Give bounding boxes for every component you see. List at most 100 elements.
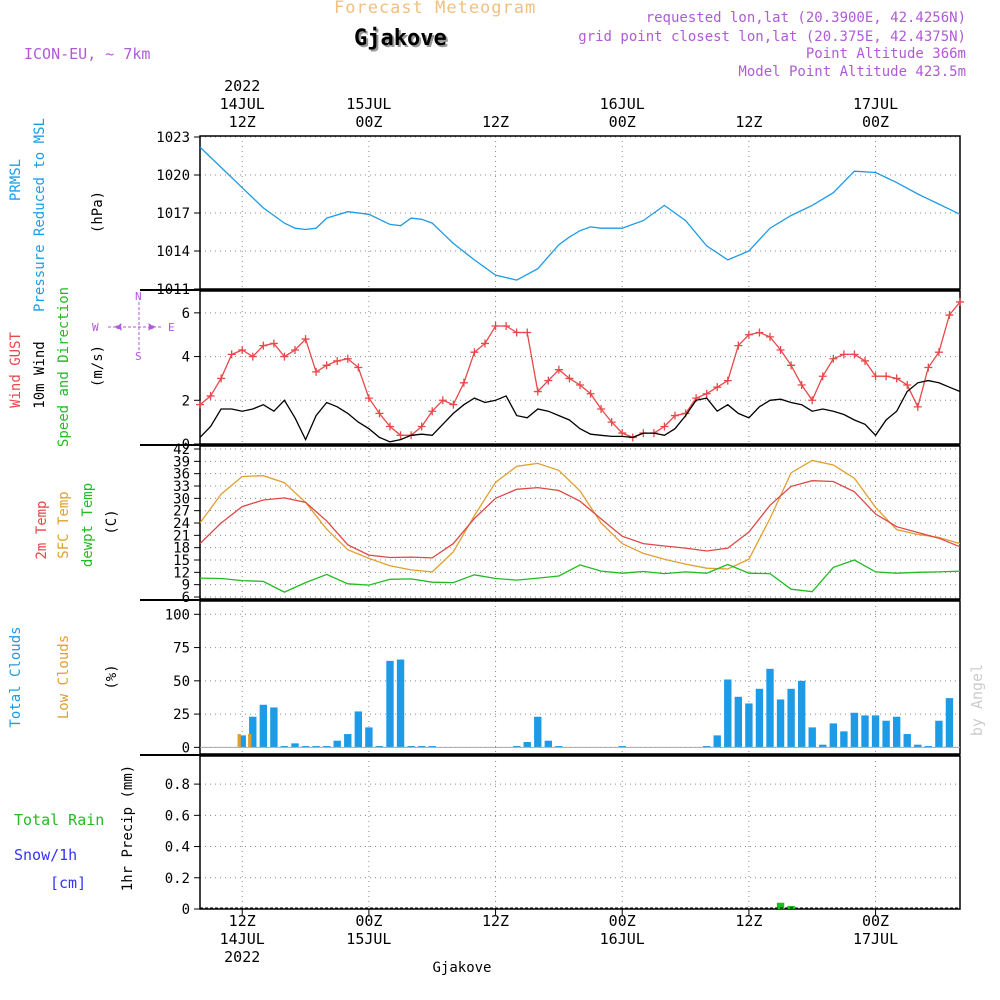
- compass-north: N: [135, 290, 142, 303]
- total-clouds-bar: [544, 740, 553, 748]
- rain-bar: [787, 905, 795, 909]
- gust-point-marker: [502, 321, 511, 330]
- y-tick-label: 30: [173, 491, 190, 507]
- top-hour-label: 00Z: [355, 113, 382, 131]
- total-rain-label: Total Rain: [14, 811, 104, 829]
- bottom-time-label: 12Z: [482, 912, 509, 930]
- wind-series-line: [199, 379, 961, 443]
- total-clouds-bar: [375, 746, 384, 748]
- total-clouds-bar: [259, 704, 268, 748]
- gust-point-marker: [312, 367, 321, 376]
- pressure-series-line: [199, 146, 961, 281]
- footer-location: Gjakove: [432, 960, 491, 976]
- dewpoint-series-line: [199, 559, 961, 593]
- total-clouds-bar: [417, 746, 426, 748]
- total-clouds-bar: [882, 720, 890, 748]
- model-point-altitude: Model Point Altitude 423.5m: [738, 64, 966, 80]
- top-hour-label: 12Z: [482, 113, 509, 131]
- total-clouds-bar: [407, 746, 415, 748]
- top-date-label: 15JUL: [346, 95, 391, 113]
- total-clouds-bar: [914, 744, 922, 748]
- pressure-unit-label: (hPa): [90, 191, 106, 233]
- requested-coordinates: requested lon,lat (20.3900E, 42.4256N): [645, 10, 966, 26]
- gust-point-marker: [217, 374, 226, 383]
- precip-unit-label: 1hr Precip (mm): [120, 765, 136, 891]
- total-clouds-bar: [428, 746, 436, 748]
- total-clouds-bar: [892, 716, 901, 748]
- y-tick-label: 0.8: [165, 777, 190, 793]
- total-clouds-bar: [755, 688, 764, 748]
- total-clouds-bar: [850, 712, 859, 748]
- gust-point-marker: [744, 330, 753, 339]
- compass-west: W: [92, 321, 99, 334]
- y-tick-label: 24: [173, 516, 190, 532]
- total-clouds-bar: [734, 696, 743, 748]
- wind-gust-label: Wind GUST: [8, 332, 24, 408]
- total-clouds-bar: [344, 734, 352, 748]
- total-clouds-bar: [935, 720, 943, 748]
- total-clouds-bar: [819, 744, 827, 748]
- total-clouds-bar: [808, 727, 816, 748]
- total-clouds-bar: [797, 680, 806, 748]
- panel-frame: [199, 755, 961, 910]
- gust-point-marker: [396, 431, 405, 440]
- total-clouds-bar: [534, 716, 542, 748]
- y-tick-label: 6: [182, 590, 190, 606]
- gust-point-marker: [934, 348, 943, 357]
- gust-point-marker: [269, 339, 278, 348]
- total-clouds-bar: [724, 679, 732, 748]
- gust-point-marker: [238, 346, 247, 355]
- top-hour-label: 00Z: [609, 113, 636, 131]
- gust-point-marker: [449, 400, 458, 409]
- bottom-time-label: 00Z: [355, 912, 382, 930]
- gust-point-marker: [428, 407, 437, 416]
- y-tick-label: 15: [173, 553, 190, 569]
- y-tick-label: 0.4: [165, 840, 190, 856]
- y-tick-label: 36: [173, 467, 190, 483]
- total-clouds-bar: [354, 711, 363, 748]
- total-clouds-bar: [787, 688, 795, 748]
- point-altitude: Point Altitude 366m: [805, 46, 966, 62]
- total-clouds-bar: [523, 742, 531, 748]
- low-clouds-bar: [237, 734, 241, 748]
- total-clouds-bar: [702, 746, 711, 748]
- compass-arrows: [108, 302, 162, 352]
- gust-point-marker: [797, 380, 806, 389]
- chart-title: Forecast Meteogram: [334, 0, 537, 18]
- y-tick-label: 2: [182, 393, 190, 409]
- gust-point-marker: [829, 354, 838, 363]
- total-clouds-bar: [924, 746, 933, 748]
- sfc-temp-series-line: [199, 459, 961, 573]
- y-tick-label: 0.2: [165, 871, 190, 887]
- gust-point-marker: [280, 352, 289, 361]
- gust-point-marker: [491, 321, 500, 330]
- rain-bar: [776, 902, 785, 909]
- total-clouds-label: Total Clouds: [8, 626, 24, 727]
- clouds-unit-label: (%): [104, 664, 120, 689]
- gust-point-marker: [956, 297, 964, 306]
- gust-point-marker: [903, 380, 912, 389]
- y-tick-label: 0.6: [165, 808, 190, 824]
- top-year-label: 2022: [224, 77, 260, 95]
- total-clouds-bar: [386, 660, 394, 748]
- gust-point-marker: [544, 376, 553, 385]
- gust-point-marker: [597, 405, 606, 414]
- compass-east: E: [168, 321, 175, 334]
- gust-point-marker: [576, 380, 584, 389]
- gust-point-marker: [512, 328, 521, 337]
- model-label: ICON-EU, ~ 7km: [24, 45, 151, 63]
- gust-point-marker: [671, 411, 679, 420]
- total-clouds-bar: [945, 698, 954, 748]
- y-tick-label: 6: [182, 306, 190, 322]
- gust-point-marker: [322, 361, 331, 370]
- y-tick-label: 50: [173, 674, 190, 690]
- gust-point-marker: [723, 376, 732, 385]
- top-hour-label: 12Z: [735, 113, 762, 131]
- bottom-time-label: 17JUL: [853, 930, 898, 948]
- gust-point-marker: [554, 365, 563, 374]
- y-tick-label: 1014: [156, 244, 190, 260]
- top-date-label: 17JUL: [853, 95, 898, 113]
- gust-point-marker: [850, 350, 859, 359]
